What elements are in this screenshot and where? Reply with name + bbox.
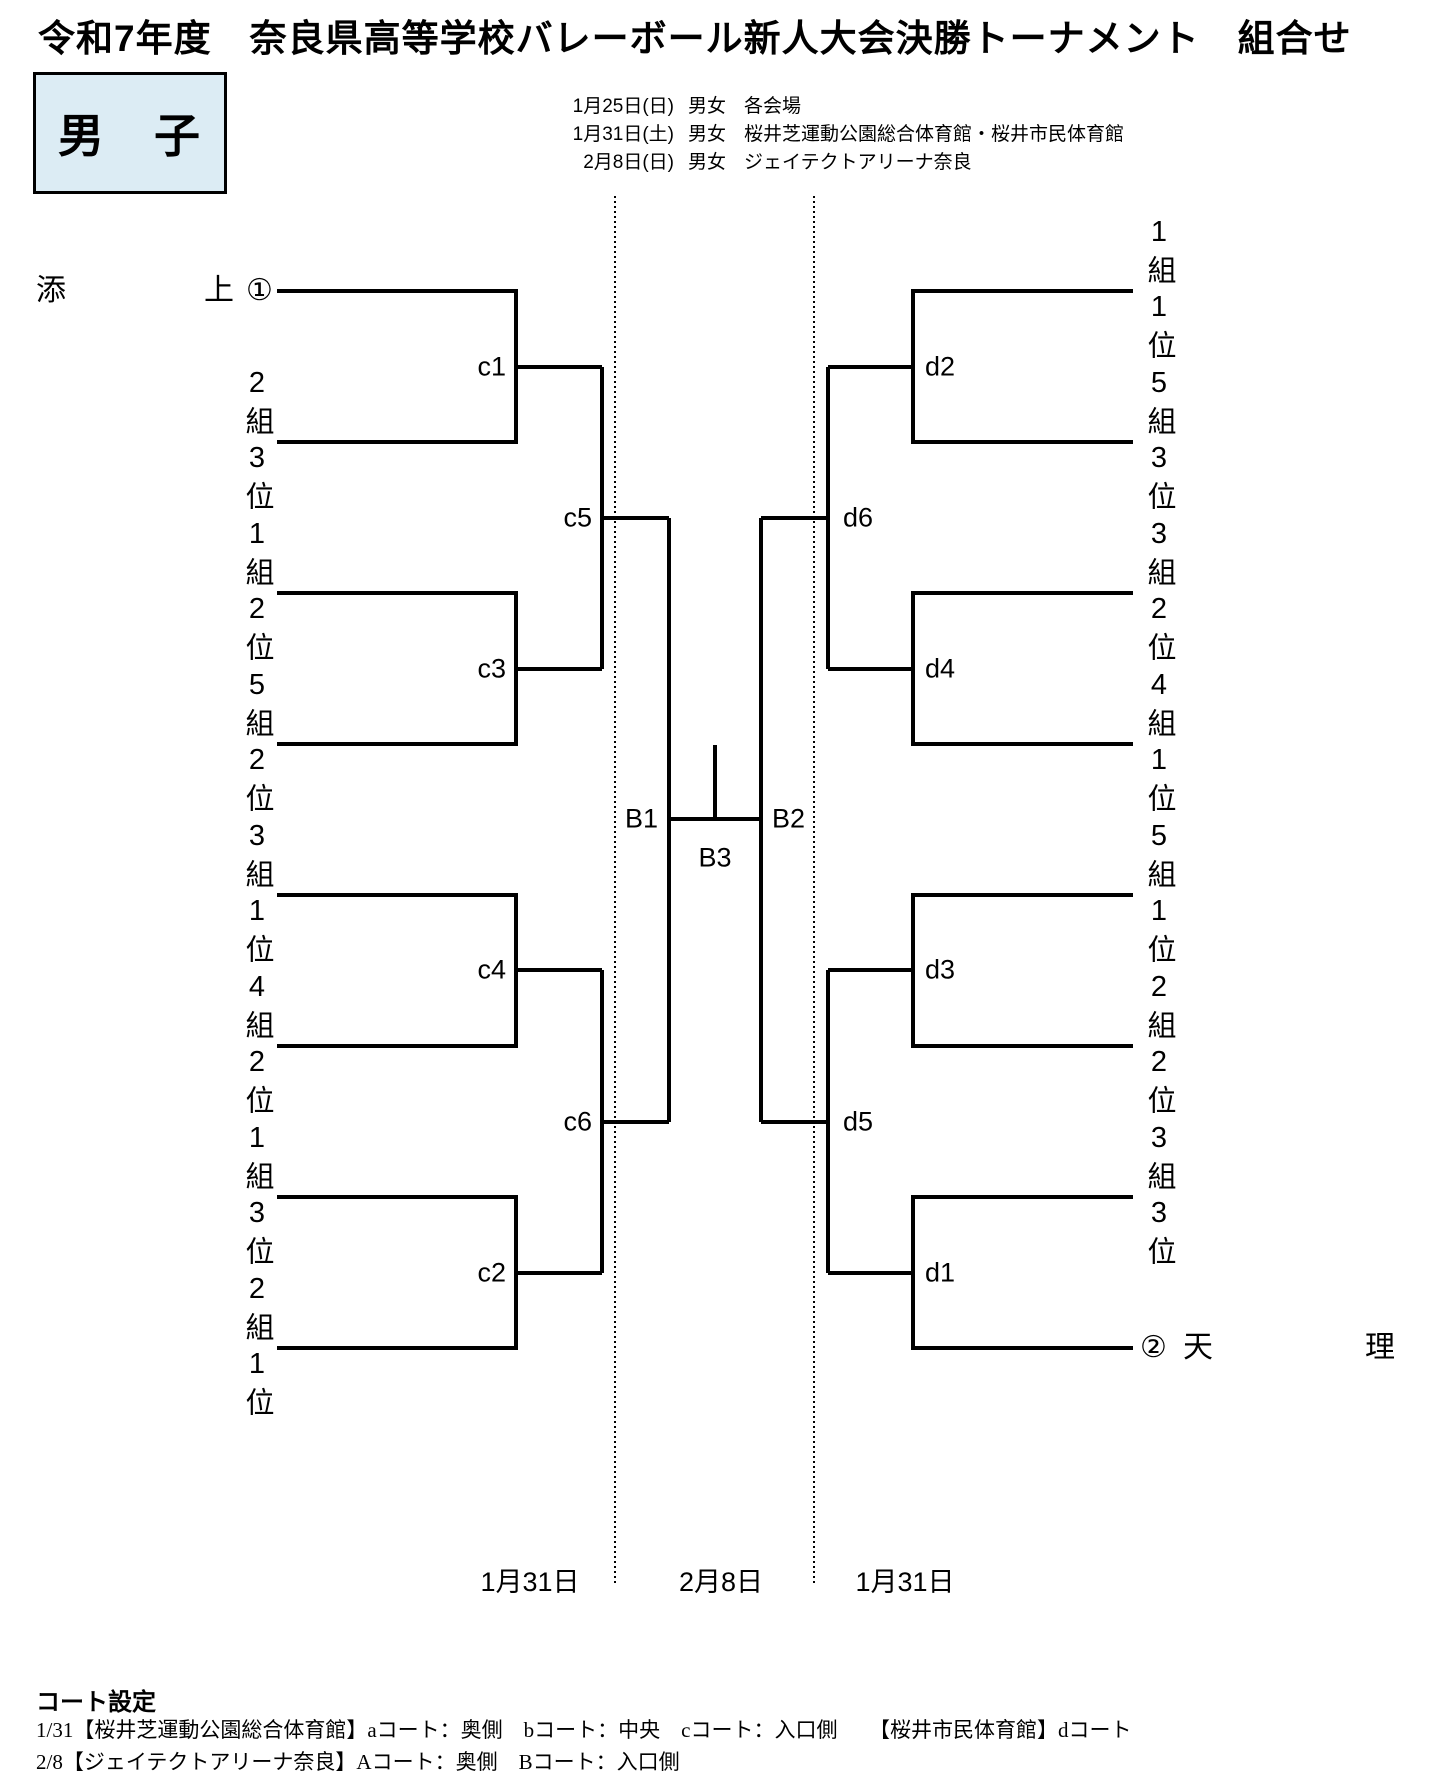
match-label-c3: c3 (477, 653, 506, 684)
page-title: 令和7年度 奈良県高等学校バレーボール新人大会決勝トーナメント 組合せ (38, 18, 1352, 59)
schedule-date: 2月8日(日) (583, 151, 674, 173)
match-label-d5: d5 (843, 1106, 874, 1137)
qualifier-label: 3組3位 (1143, 1122, 1175, 1272)
column-date-right: 1月31日 (855, 1567, 955, 1597)
qualifier-label: 3組2位 (1143, 518, 1175, 668)
qualifier-label: 5組1位 (1143, 820, 1175, 970)
column-date-middle: 2月8日 (678, 1567, 764, 1597)
qualifier-label: 1組1位 (1143, 216, 1175, 366)
qualifier-label: 1組2位 (241, 518, 273, 668)
category-box: 男 子 (33, 72, 227, 194)
date-column-separators (614, 196, 815, 1583)
court-settings-line: 2/8【ジェイテクトアリーナ奈良】Aコート：奥側 Bコート：入口側 (36, 1750, 680, 1774)
team-name-left: 添上 (36, 274, 372, 307)
qualifier-label: 4組1位 (1143, 669, 1175, 819)
match-label-d1: d1 (925, 1257, 956, 1288)
schedule-gender: 男女 (688, 123, 727, 145)
schedule-block: 1月25日(日) 男女 各会場 1月31日(土) 男女 桜井芝運動公園総合体育館… (556, 90, 1124, 174)
match-label-c1: c1 (477, 351, 506, 382)
schedule-venue: 桜井芝運動公園総合体育館・桜井市民体育館 (744, 123, 1125, 145)
schedule-gender: 男女 (688, 151, 727, 173)
qualifier-label: 5組2位 (241, 669, 273, 819)
category-label: 男 子 (58, 110, 202, 162)
qualifier-label: 2組3位 (241, 367, 273, 517)
qualifier-label: 3組1位 (241, 820, 273, 970)
team-name-right: 天理 (1183, 1331, 1395, 1364)
match-label-B1: B1 (624, 803, 658, 834)
team-seed-mark-right: ② (1140, 1331, 1167, 1364)
qualifier-label: 2組2位 (1143, 971, 1175, 1121)
match-label-d3: d3 (925, 954, 956, 985)
schedule-row: 1月25日(日) 男女 各会場 (556, 90, 1124, 118)
qualifier-label: 2組1位 (241, 1273, 273, 1423)
match-label-B3: B3 (698, 842, 732, 873)
match-label-c6: c6 (563, 1106, 592, 1137)
match-label-B2: B2 (772, 803, 806, 834)
match-label-c5: c5 (563, 502, 592, 533)
match-label-d2: d2 (925, 351, 956, 382)
column-date-left: 1月31日 (480, 1567, 580, 1597)
schedule-venue: ジェイテクトアリーナ奈良 (744, 151, 972, 173)
qualifier-label: 5組3位 (1143, 367, 1175, 517)
court-settings-line: 1/31【桜井芝運動公園総合体育館】aコート：奥側 bコート：中央 cコート：入… (36, 1718, 1132, 1742)
schedule-row: 1月31日(土) 男女 桜井芝運動公園総合体育館・桜井市民体育館 (556, 118, 1124, 146)
court-settings-heading: コート設定 (36, 1689, 156, 1716)
match-label-c4: c4 (477, 954, 506, 985)
qualifier-label: 1組3位 (241, 1122, 273, 1272)
schedule-date: 1月25日(日) (572, 95, 674, 117)
schedule-gender: 男女 (688, 95, 727, 117)
bracket-right-lines (759, 289, 1133, 1350)
team-seed-mark-left: ① (246, 274, 273, 307)
match-label-d6: d6 (843, 502, 874, 533)
final-lines (669, 745, 761, 821)
match-label-c2: c2 (477, 1257, 506, 1288)
qualifier-label: 4組2位 (241, 971, 273, 1121)
schedule-date: 1月31日(土) (572, 123, 674, 145)
match-label-d4: d4 (925, 653, 956, 684)
schedule-row: 2月8日(日) 男女 ジェイテクトアリーナ奈良 (556, 146, 1124, 174)
schedule-venue: 各会場 (744, 95, 802, 117)
